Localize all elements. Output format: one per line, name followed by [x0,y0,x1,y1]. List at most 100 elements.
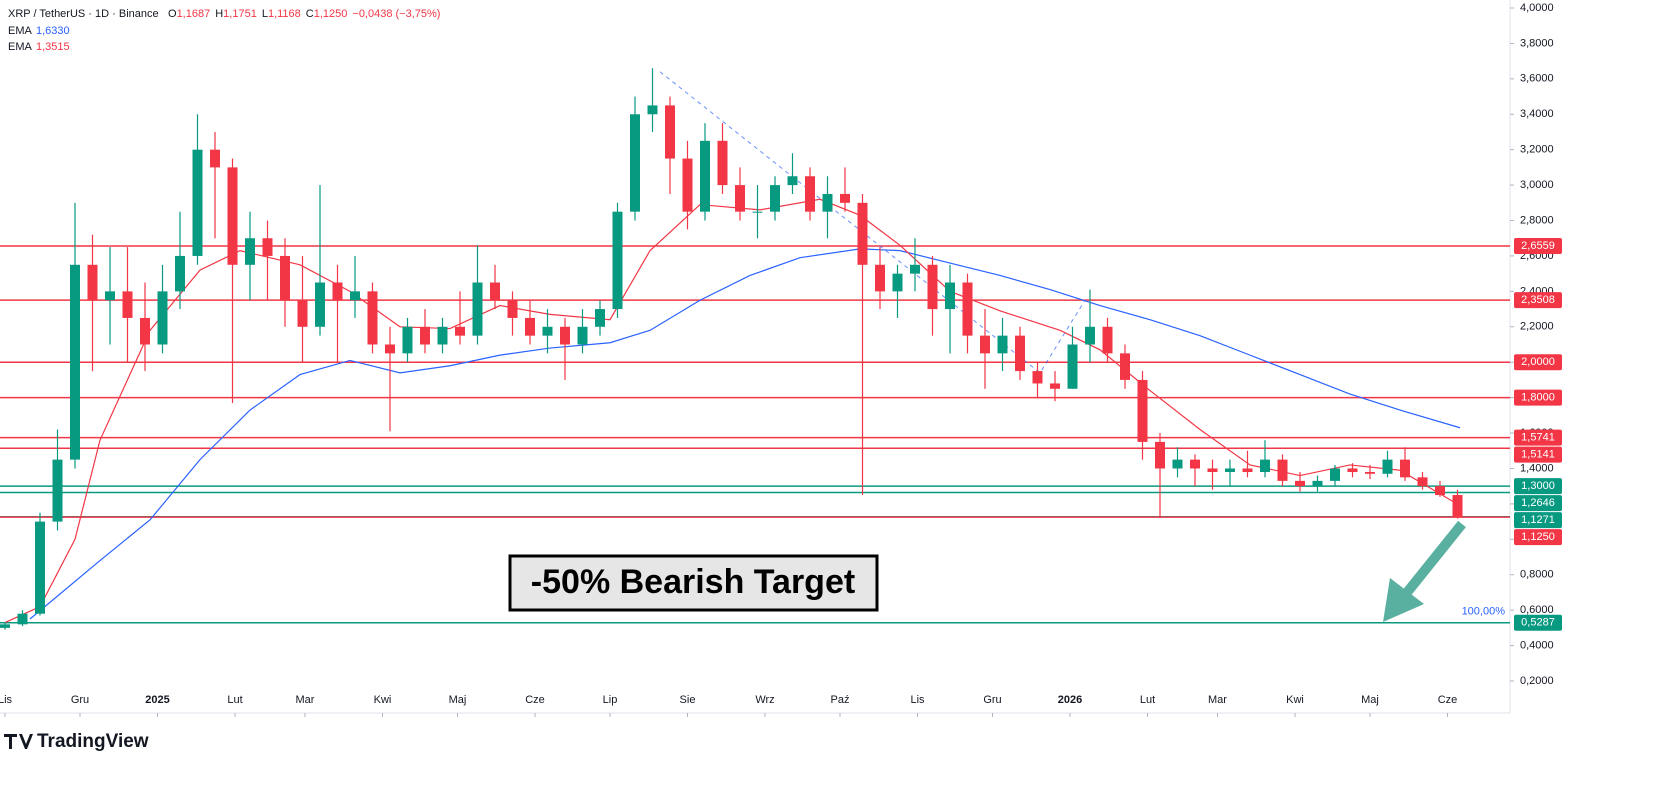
x-tick-label: Lis [0,694,13,706]
y-tick-label: 1,4000 [1520,462,1554,474]
candle-body [1382,459,1393,474]
x-tick-label: Lip [603,694,618,706]
brand: TradingView [4,731,149,752]
candle-body [945,282,955,310]
candle-body [682,158,693,212]
price-tag-label: 1,5141 [1521,449,1555,461]
candle-body [665,105,675,159]
x-tick-label: Wrz [755,694,774,706]
fib-label: 100,00% [1462,606,1506,618]
candle-body [192,149,203,256]
x-tick-label: Maj [449,694,467,706]
candle-body [210,149,220,168]
candle-body [52,459,63,522]
trendline [659,71,1086,374]
candle-body [227,167,238,265]
candle-body [735,185,745,212]
candle-body [17,613,28,625]
price-tag-label: 1,5741 [1521,432,1555,444]
ohlc-value: 1,1250 [314,8,348,20]
candle-body [35,521,45,614]
annotation-frame [508,554,879,612]
y-tick-label: 4,0000 [1520,2,1554,14]
ema-value: 1,3515 [36,41,70,53]
candle-body [1312,480,1323,487]
candle-body [857,202,868,265]
candle-body [910,264,920,274]
candle-body [1085,326,1095,345]
legend: XRP / TetherUS · 1D · Binance O 1,1687 H 1,1… [8,8,440,53]
price-tag-label: 1,2646 [1521,497,1555,509]
price-tag [1514,389,1562,406]
candle-body [1295,480,1305,487]
candle-body [560,326,570,345]
price-tag-label: 1,8000 [1521,392,1555,404]
x-tick-label: Lis [910,694,925,706]
candle-body [87,264,98,301]
y-tick-label: 3,0000 [1520,179,1554,191]
ohlc-label: C [306,8,314,20]
x-tick-label: Mar [296,694,315,706]
plot: 100,00% [0,68,1510,630]
candle-body [595,309,605,327]
candle-body [1330,468,1340,481]
arrow-head [1383,578,1424,622]
y-tick-label: 0,6000 [1520,604,1554,616]
price-tag [1514,292,1562,309]
candle-body [140,317,150,345]
candle-body [542,326,553,336]
price-tag [1514,512,1562,529]
y-tick-label: 3,2000 [1520,144,1554,156]
candle-body [367,291,378,345]
price-tag [1514,614,1562,631]
change: −0,0438 (−3,75%) [352,8,440,20]
candle-body [1347,468,1358,473]
ema-name: EMA [8,41,33,53]
candle-body [1207,468,1218,473]
candle-body [385,344,395,354]
x-tick-label: Sie [680,694,696,706]
x-tick-label: Cze [1438,694,1458,706]
candle-body [647,105,658,115]
ohlc-value: 1,1168 [268,8,301,20]
candle-body [1032,371,1043,384]
ohlc-value: 1,1751 [223,8,257,20]
candle-body [0,624,10,628]
y-tick-label: 3,6000 [1520,73,1554,85]
candle-body [350,291,360,301]
price-tag-label: 1,1250 [1521,531,1555,543]
candle-body [262,238,273,256]
candle-body [1190,459,1200,469]
candle-body [962,282,973,336]
arrow-shaft [1401,520,1466,599]
annotation-text: -50% Bearish Target [531,563,855,601]
candle-body [70,264,80,460]
x-tick-label: Lut [227,694,242,706]
candle-body [1050,383,1060,389]
annotation-box: -50% Bearish Target [508,554,879,612]
y-tick-label: 3,8000 [1520,37,1554,49]
candle-body [1417,477,1428,487]
price-tag-label: 0,5287 [1521,617,1555,629]
candle-body [105,291,115,301]
price-tag [1514,495,1562,512]
candle-body [612,211,623,310]
candle-body [420,326,430,345]
x-tick-label: Kwi [1286,694,1304,706]
candle-body [437,326,448,345]
ohlc-label: H [215,8,223,20]
candle-body [157,291,168,345]
candle-body [455,326,465,336]
candle-body [787,176,798,186]
candle-body [997,335,1008,354]
candle-body [770,185,780,212]
candle-body [1120,353,1130,380]
candle-body [1137,379,1148,442]
candle-body [1277,459,1288,481]
candle-body [1172,459,1183,469]
price-tag-label: 2,0000 [1521,356,1555,368]
candle-body [1015,335,1025,372]
x-tick-label: Lut [1140,694,1155,706]
candle-body [245,238,255,265]
